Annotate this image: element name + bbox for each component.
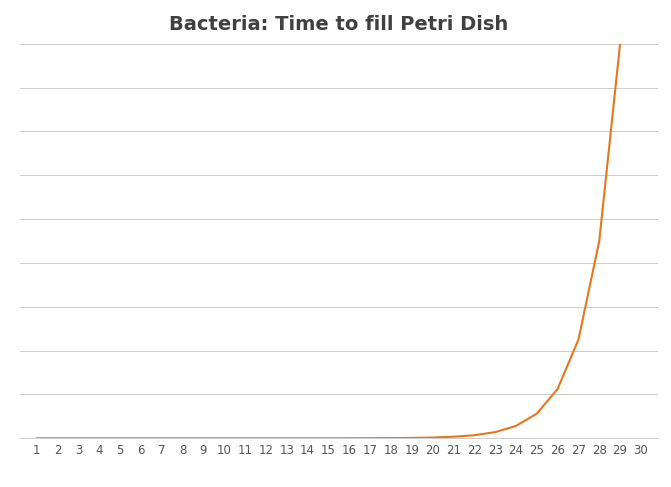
Title: Bacteria: Time to fill Petri Dish: Bacteria: Time to fill Petri Dish <box>169 15 509 34</box>
